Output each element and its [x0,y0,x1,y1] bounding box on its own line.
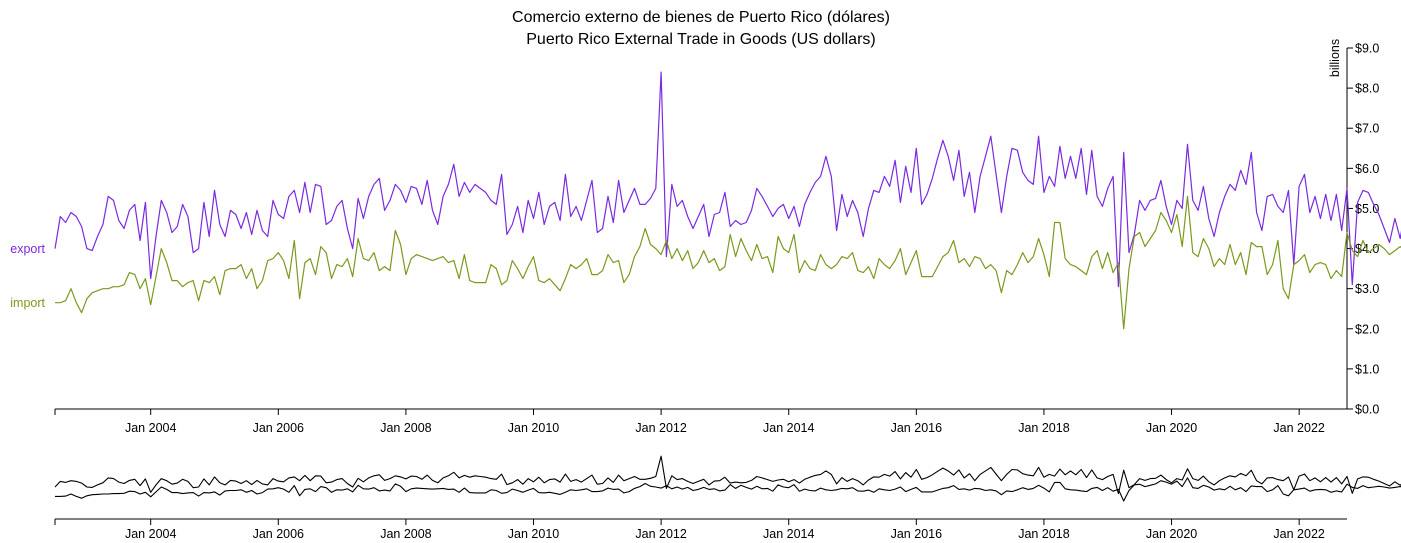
y-tick-label: $7.0 [1355,122,1379,136]
overview-line-import [55,477,1401,502]
series-line-import [55,195,1401,330]
overview-x-tick-label: Jan 2006 [253,527,304,541]
series-label-import: import [10,296,45,310]
x-tick-label: Jan 2018 [1018,421,1069,435]
overview-x-tick-label: Jan 2016 [891,527,942,541]
x-tick-label: Jan 2010 [508,421,559,435]
x-tick-label: Jan 2022 [1273,421,1324,435]
overview-x-tick-label: Jan 2022 [1273,527,1324,541]
y-tick-label: $8.0 [1355,82,1379,96]
x-tick-label: Jan 2008 [380,421,431,435]
y-tick-label: $3.0 [1355,282,1379,296]
overview-navigator[interactable]: Jan 2004 Jan 2006 Jan 2008 Jan 2010 Jan 2012… [54,455,1401,541]
x-tick-label: Jan 2006 [253,421,304,435]
x-tick-label: Jan 2004 [125,421,176,435]
overview-x-tick-label: Jan 2004 [125,527,176,541]
y-tick-label: $1.0 [1355,362,1379,376]
overview-x-tick-label: Jan 2018 [1018,527,1069,541]
series-label-export: export [10,242,45,256]
chart-title: Comercio externo de bienes de Puerto Ric… [512,9,890,26]
chart-subtitle: Puerto Rico External Trade in Goods (US … [526,31,875,48]
x-tick-label: Jan 2016 [891,421,942,435]
y-tick-label: $0.0 [1355,403,1379,417]
main-plot-area: Jan 2004 Jan 2006 Jan 2008 Jan 2010 Jan 2012… [10,39,1401,435]
series-line-export [54,71,1401,288]
overview-x-tick-label: Jan 2008 [380,527,431,541]
y-tick-label: $2.0 [1355,322,1379,336]
overview-x-tick-label: Jan 2020 [1146,527,1197,541]
x-tick-label: Jan 2014 [763,421,814,435]
overview-x-tick-label: Jan 2014 [763,527,814,541]
y-tick-label: $9.0 [1355,42,1379,56]
x-tick-label: Jan 2012 [635,421,686,435]
x-tick-label: Jan 2020 [1146,421,1197,435]
y-tick-label: $6.0 [1355,162,1379,176]
overview-line-export [54,455,1401,495]
overview-x-tick-label: Jan 2010 [508,527,559,541]
y-tick-label: $5.0 [1355,202,1379,216]
y-axis-unit-label: billions [1328,39,1342,77]
overview-x-tick-label: Jan 2012 [635,527,686,541]
